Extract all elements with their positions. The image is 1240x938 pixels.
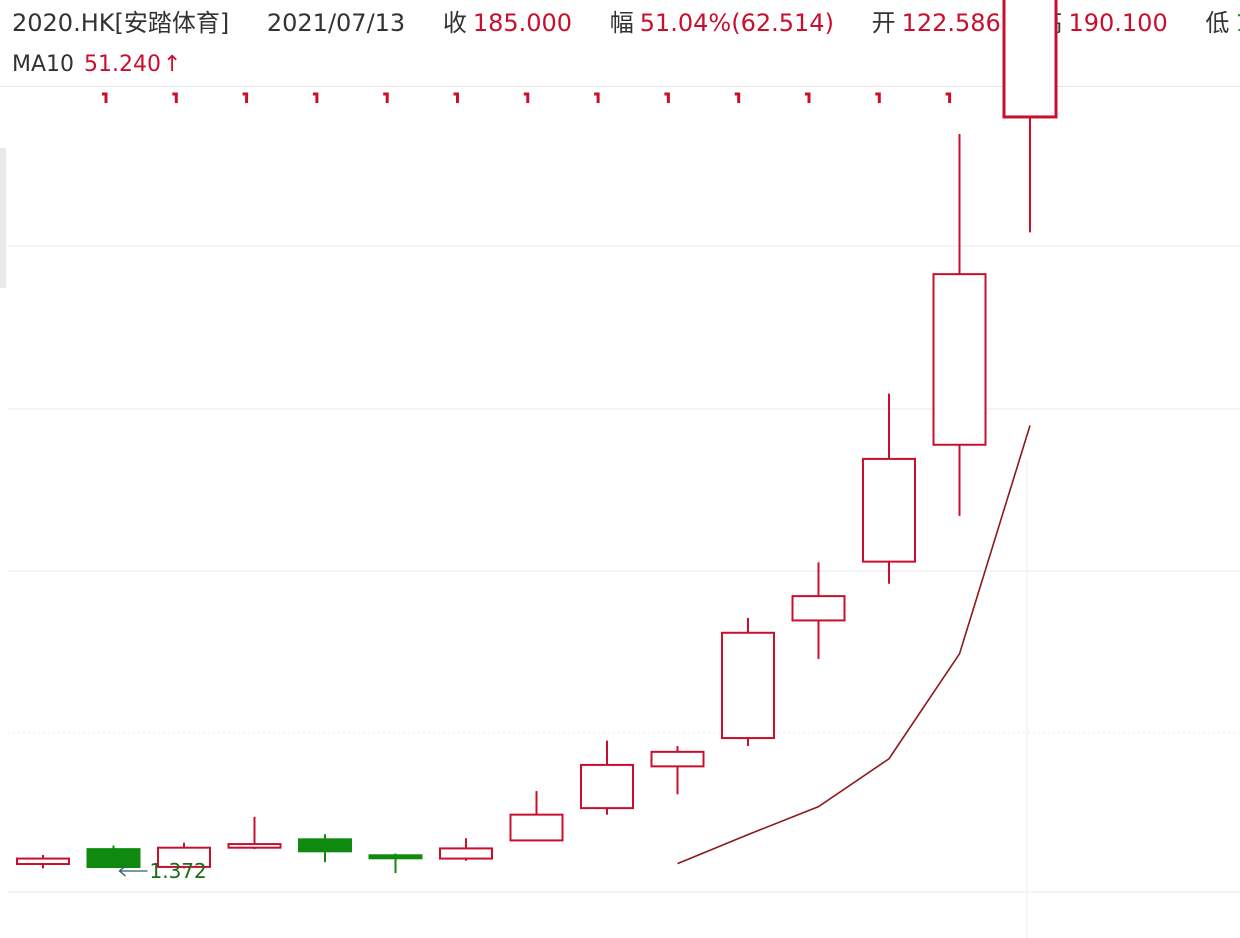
close-label: 收 <box>442 9 467 37</box>
period-marker <box>172 92 178 103</box>
stock-symbol: 2020.HK[安踏体育] <box>12 9 230 37</box>
candle <box>509 791 564 842</box>
low-value: 110 <box>1235 9 1240 37</box>
candle-body <box>650 750 705 768</box>
ma10-line-group <box>677 425 1031 865</box>
candle <box>862 393 916 584</box>
quote-date: 2021/07/13 <box>266 9 406 37</box>
candle <box>16 854 70 869</box>
candle <box>227 816 282 850</box>
period-marker <box>664 92 670 103</box>
grid-lines <box>8 245 1240 938</box>
candle <box>1002 0 1058 233</box>
candle <box>932 134 987 516</box>
ma-arrow-icon: ↑ <box>163 52 182 77</box>
period-marker <box>242 92 249 103</box>
low-label: 低 <box>1205 9 1230 37</box>
candle-body <box>227 843 282 849</box>
candle <box>86 845 141 869</box>
range-value: 51.04%(62.514) <box>639 9 834 37</box>
candle <box>721 617 775 747</box>
candle-body <box>862 457 916 563</box>
annotation-arrow-icon <box>118 865 148 877</box>
period-marker <box>734 92 741 103</box>
candle <box>439 838 493 861</box>
period-marker <box>945 92 952 103</box>
candle-body <box>439 847 493 860</box>
candle-body <box>298 838 352 853</box>
annotations: 190.1001.372 <box>118 859 207 883</box>
range-label: 幅 <box>609 9 634 37</box>
candle-body <box>932 273 987 446</box>
open-value: 122.586 <box>901 9 1001 37</box>
candle <box>791 562 846 659</box>
candle-body <box>16 857 70 866</box>
header-divider <box>0 86 1240 87</box>
annotation-label: 1.372 <box>150 859 207 883</box>
ma-label: MA10 <box>12 52 75 77</box>
candle-body <box>580 763 634 810</box>
candle <box>157 842 211 869</box>
period-marker <box>102 92 108 103</box>
period-markers <box>102 92 1022 103</box>
period-marker <box>594 92 600 103</box>
candle-body <box>791 595 846 622</box>
ma-indicator-row: MA10 51.240↑ <box>12 50 181 80</box>
candles <box>16 0 1058 874</box>
high-value: 190.100 <box>1068 9 1168 37</box>
candle-body <box>721 631 775 740</box>
period-marker <box>383 92 389 103</box>
close-value: 185.000 <box>472 9 573 37</box>
candle <box>580 740 634 815</box>
candle <box>298 834 352 863</box>
period-marker <box>523 92 530 103</box>
ma10-line <box>677 425 1031 865</box>
period-marker <box>453 92 459 103</box>
candle-body <box>368 854 423 860</box>
candle-body <box>1002 0 1058 119</box>
open-label: 开 <box>871 9 896 37</box>
period-marker <box>875 92 881 103</box>
quote-header: 2020.HK[安踏体育] 2021/07/13 收 185.000 幅 51.04… <box>12 6 1240 40</box>
scrollbar-thumb[interactable] <box>0 148 6 288</box>
period-marker <box>805 92 811 103</box>
ma-value: 51.240 <box>84 52 162 77</box>
candle-body <box>509 813 564 842</box>
candle <box>650 746 705 795</box>
candle-body <box>86 848 141 869</box>
price-annotation: 1.372 <box>118 859 207 883</box>
period-marker <box>312 92 319 103</box>
candle-body <box>157 846 211 868</box>
candle <box>368 853 423 874</box>
